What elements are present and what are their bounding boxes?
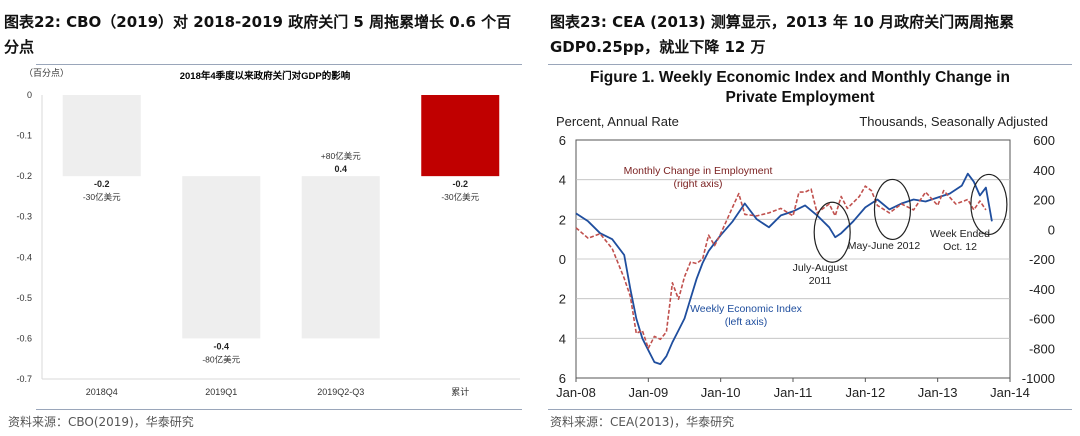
left-x-tick-label: 2019Q1 <box>205 387 237 397</box>
right-right-tick-label: 200 <box>1033 193 1055 208</box>
left-bar <box>62 95 141 177</box>
left-y-tick-label: -0.1 <box>16 131 32 141</box>
right-left-tick-label: 4 <box>559 173 566 188</box>
right-right-tick-label: -600 <box>1029 312 1055 327</box>
right-top-rule <box>548 64 1072 65</box>
right-left-tick-label: 2 <box>559 292 566 307</box>
left-value-label: -0.2 <box>94 179 110 189</box>
left-y-tick-label: 0 <box>27 90 32 100</box>
left-top-rule <box>36 64 522 65</box>
left-y-tick-label: -0.5 <box>16 293 32 303</box>
right-right-tick-label: -1000 <box>1022 371 1055 386</box>
left-bar <box>182 176 261 339</box>
july-august-annotation: July-August <box>793 262 848 274</box>
index-annotation: Weekly Economic Index <box>690 303 803 315</box>
right-x-tick-label: Jan-14 <box>990 385 1030 400</box>
right-left-tick-label: 4 <box>559 331 566 346</box>
right-right-tick-label: 600 <box>1033 133 1055 148</box>
index-annotation-sub: (left axis) <box>725 316 768 328</box>
right-left-tick-label: 0 <box>559 252 566 267</box>
left-amount-label: -80亿美元 <box>202 354 240 364</box>
left-x-tick-label: 累计 <box>451 386 469 397</box>
right-line-chart: Figure 1. Weekly Economic Index and Mont… <box>556 69 1055 400</box>
left-value-label: 0.4 <box>334 164 347 174</box>
left-chart-title: 2018年4季度以来政府关门对GDP的影响 <box>180 70 351 82</box>
left-caption-line2: 分点 <box>4 38 35 56</box>
employment-annotation-sub: (right axis) <box>673 178 722 190</box>
left-caption-line1: 图表22: CBO（2019）对 2018-2019 政府关门 5 周拖累增长 … <box>4 13 512 31</box>
weekly-economic-index-line <box>575 172 993 365</box>
left-amount-label: +80亿美元 <box>321 151 361 161</box>
left-x-tick-label: 2018Q4 <box>86 387 118 397</box>
left-amount-label: -30亿美元 <box>441 192 479 202</box>
right-ylabel-left: Percent, Annual Rate <box>556 114 679 129</box>
right-left-tick-label: 2 <box>559 212 566 227</box>
right-chart-title-line2: Private Employment <box>725 89 874 106</box>
left-y-tick-label: -0.6 <box>16 333 32 343</box>
left-bar <box>301 176 380 339</box>
left-y-tick-label: -0.4 <box>16 252 32 262</box>
may-june-annotation: May-June 2012 <box>848 240 921 252</box>
right-chart-title-line1: Figure 1. Weekly Economic Index and Mont… <box>590 69 1010 86</box>
right-caption-line1: 图表23: CEA (2013) 测算显示，2013 年 10 月政府关门两周拖… <box>550 13 1015 31</box>
right-x-tick-label: Jan-09 <box>628 385 668 400</box>
left-value-label: -0.2 <box>452 179 468 189</box>
right-caption-line2: GDP0.25pp，就业下降 12 万 <box>550 38 766 56</box>
left-chart-ylabel: （百分点） <box>24 68 69 78</box>
right-right-tick-label: -200 <box>1029 252 1055 267</box>
right-right-tick-label: 0 <box>1048 222 1055 237</box>
employment-change-line <box>575 185 987 350</box>
right-right-tick-label: 400 <box>1033 163 1055 178</box>
left-bar <box>421 95 500 177</box>
right-x-tick-label: Jan-10 <box>701 385 741 400</box>
right-right-tick-label: -800 <box>1029 341 1055 356</box>
left-x-tick-label: 2019Q2-Q3 <box>317 387 364 397</box>
right-right-tick-label: -400 <box>1029 282 1055 297</box>
right-left-tick-label: 6 <box>559 371 566 386</box>
july-august-annotation-sub: 2011 <box>809 275 832 287</box>
left-amount-label: -30亿美元 <box>83 192 121 202</box>
right-caption: 图表23: CEA (2013) 测算显示，2013 年 10 月政府关门两周拖… <box>550 10 1070 60</box>
right-left-tick-label: 6 <box>559 133 566 148</box>
right-x-tick-label: Jan-08 <box>556 385 596 400</box>
employment-annotation: Monthly Change in Employment <box>624 165 773 177</box>
left-bottom-rule <box>36 409 522 410</box>
left-y-tick-label: -0.3 <box>16 212 32 222</box>
right-source: 资料来源：CEA(2013)，华泰研究 <box>550 415 735 429</box>
right-panel: 图表23: CEA (2013) 测算显示，2013 年 10 月政府关门两周拖… <box>548 0 1080 436</box>
left-source: 资料来源：CBO(2019)，华泰研究 <box>8 415 194 429</box>
left-bar-chart: 0 -0.1 -0.2 -0.3 -0.4 -0.5 -0.6 -0.7 2018Q4 -0.2… <box>16 68 520 397</box>
right-x-tick-label: Jan-13 <box>918 385 958 400</box>
left-value-label: -0.4 <box>213 341 229 351</box>
highlight-circle <box>873 178 912 241</box>
week-ended-annotation-sub: Oct. 12 <box>943 241 977 253</box>
highlight-circle <box>970 173 1008 236</box>
week-ended-annotation: Week Ended <box>930 228 990 240</box>
left-y-tick-label: -0.7 <box>16 374 32 384</box>
left-caption: 图表22: CBO（2019）对 2018-2019 政府关门 5 周拖累增长 … <box>4 10 511 60</box>
right-ylabel-right: Thousands, Seasonally Adjusted <box>859 114 1048 129</box>
left-y-tick-label: -0.2 <box>16 171 32 181</box>
left-panel: 图表22: CBO（2019）对 2018-2019 政府关门 5 周拖累增长 … <box>0 0 530 436</box>
highlight-circle <box>813 201 851 263</box>
right-x-tick-label: Jan-12 <box>845 385 885 400</box>
right-x-tick-label: Jan-11 <box>774 385 813 400</box>
right-bottom-rule <box>548 409 1072 410</box>
